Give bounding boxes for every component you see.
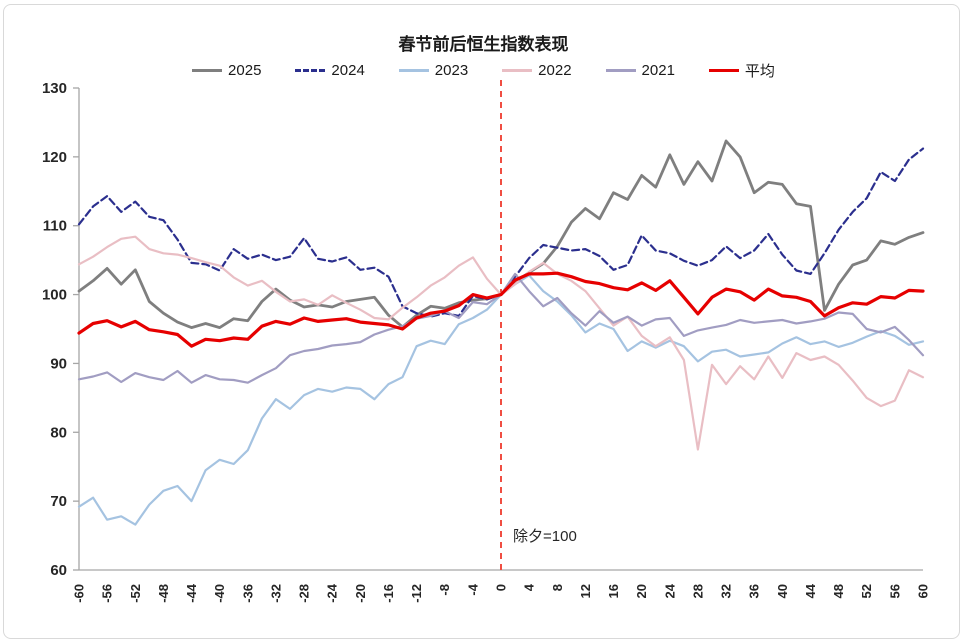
x-tick-label: 28 [690,584,705,598]
x-tick-label: 8 [550,584,565,591]
x-tick-label: 24 [662,583,677,598]
legend-item-2023: 2023 [398,62,469,79]
chart-legend: 2025 2024 2023 2022 2021 平均 [0,60,967,81]
x-tick-label: 36 [747,584,762,598]
legend-item-2025: 2025 [192,62,261,79]
y-tick-label: 110 [43,218,67,235]
x-tick-label: 40 [775,584,790,598]
legend-item-2024: 2024 [295,62,365,79]
y-tick-label: 70 [50,493,67,510]
legend-label: 2024 [331,62,365,79]
legend-swatch-2024 [295,69,326,72]
y-tick-label: 120 [42,149,67,166]
legend-label: 2023 [434,62,469,79]
x-tick-label: -24 [325,583,340,603]
x-tick-label: 12 [578,584,593,598]
x-tick-label: -20 [353,584,368,603]
x-tick-label: -16 [381,584,396,603]
x-tick-label: 32 [719,584,734,598]
legend-swatch-2021 [605,69,636,72]
chart-card [3,4,960,639]
legend-swatch-平均 [708,69,739,72]
y-tick-label: 80 [50,424,67,441]
x-tick-label: 56 [887,584,902,598]
x-tick-label: -32 [268,584,283,603]
legend-item-2022: 2022 [502,62,572,79]
x-tick-label: -28 [297,584,312,603]
legend-label: 2021 [641,62,675,79]
y-tick-label: 90 [50,355,67,372]
x-tick-label: 44 [803,583,818,598]
x-tick-label: -4 [465,583,480,595]
x-tick-label: 60 [916,584,931,598]
x-tick-label: 20 [634,584,649,598]
x-tick-label: -56 [100,584,115,603]
x-tick-label: -8 [437,584,452,596]
reference-annotation: 除夕=100 [513,528,577,545]
legend-swatch-2022 [502,69,533,72]
x-tick-label: -36 [240,584,255,603]
x-tick-label: 16 [606,584,621,598]
x-tick-label: 0 [494,584,509,591]
x-tick-label: 48 [831,584,846,598]
x-tick-label: -48 [156,584,171,603]
legend-label: 2025 [228,62,262,79]
legend-item-平均: 平均 [708,60,775,81]
y-tick-label: 60 [50,562,67,579]
chart-title: 春节前后恒生指数表现 [398,35,569,54]
legend-item-2021: 2021 [605,62,675,79]
x-tick-label: 4 [522,583,537,591]
x-tick-label: -60 [72,584,87,603]
series-line-平均 [77,271,925,348]
x-tick-label: -40 [212,584,227,603]
legend-label: 2022 [538,62,572,79]
y-tick-label: 130 [42,80,67,97]
x-tick-label: -52 [128,584,143,603]
legend-swatch-2023 [398,69,429,72]
legend-label: 平均 [744,63,775,80]
x-tick-label: -12 [409,584,424,603]
x-tick-label: -44 [184,583,199,603]
x-tick-label: 52 [859,584,874,598]
legend-swatch-2025 [192,69,223,72]
y-tick-label: 100 [42,287,67,304]
